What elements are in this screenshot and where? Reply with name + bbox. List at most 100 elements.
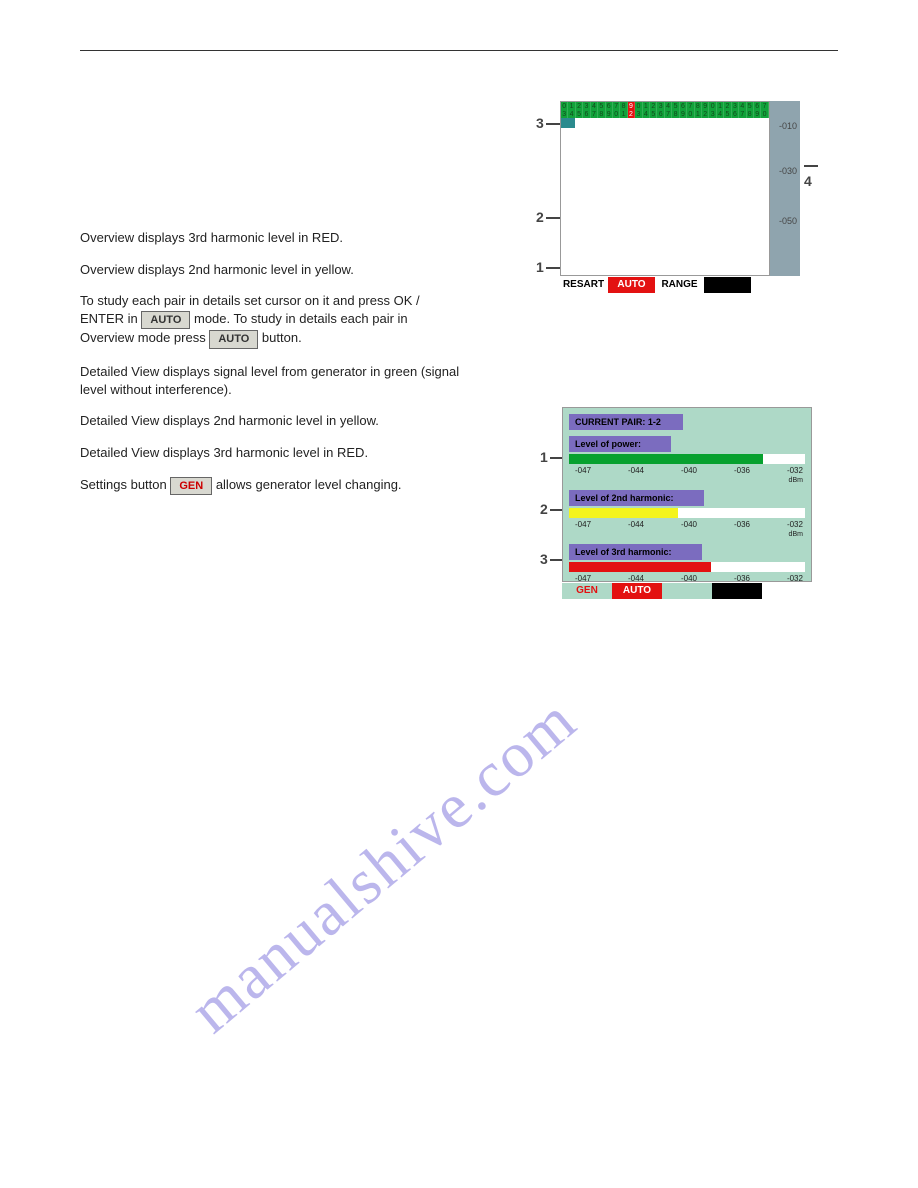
detail-bar-fill: [569, 454, 763, 464]
watermark-text: manualshive.com: [176, 683, 589, 1046]
topband-cell: 81: [620, 102, 627, 118]
scale-030: -030: [779, 166, 797, 176]
auto-button-label-2[interactable]: AUTO: [209, 330, 258, 349]
topband-cell: 03: [635, 102, 642, 118]
callout-1: 1: [536, 259, 560, 275]
scale-010: -010: [779, 121, 797, 131]
topband-cell: 81: [695, 102, 702, 118]
detail-row: Level of 2nd harmonic:-047-044-040-036-0…: [563, 484, 811, 538]
topband-cell: 58: [598, 102, 605, 118]
blank-button-5[interactable]: [762, 583, 812, 599]
tick: -040: [681, 466, 697, 484]
scale-050: -050: [779, 216, 797, 226]
callout-d1-text: 1: [540, 449, 548, 465]
tick: -047: [575, 520, 591, 538]
topband-cell: 47: [739, 102, 746, 118]
tick: -044: [628, 466, 644, 484]
topband-cell: 47: [591, 102, 598, 118]
callout-d2: 2: [540, 501, 564, 517]
blank-button-3[interactable]: [662, 583, 712, 599]
content: Overview displays 3rd harmonic level in …: [80, 79, 838, 495]
para-7: Settings button GEN allows generator lev…: [80, 476, 460, 496]
callout-3-text: 3: [536, 115, 544, 131]
topband-cell: 58: [747, 102, 754, 118]
callout-2-text: 2: [536, 209, 544, 225]
spacer: [80, 79, 460, 229]
top-rule: [80, 50, 838, 51]
callout-3: 3: [536, 115, 560, 131]
histogram-bars: [561, 118, 769, 275]
topband-cell: 92: [702, 102, 709, 118]
topband-cell: 92: [628, 102, 635, 118]
topband-cell: 69: [680, 102, 687, 118]
left-column: Overview displays 3rd harmonic level in …: [80, 79, 460, 495]
topband-cell: 03: [561, 102, 568, 118]
scale-column: -010 -030 -050: [770, 101, 800, 276]
detail-header-group: CURRENT PAIR: 1-2: [563, 408, 811, 430]
callout-4-text: 4: [804, 173, 812, 189]
para-2: Overview displays 2nd harmonic level in …: [80, 261, 460, 279]
topband-cell: 14: [643, 102, 650, 118]
detail-bar: [569, 508, 805, 518]
para-3c: button.: [262, 330, 302, 345]
auto-button-fig2[interactable]: AUTO: [612, 583, 662, 599]
topband-cell: 25: [650, 102, 657, 118]
para-5: Detailed View displays 2nd harmonic leve…: [80, 412, 460, 430]
detail-row-label: Level of 2nd harmonic:: [569, 490, 704, 506]
topband-cell: 36: [732, 102, 739, 118]
range-button[interactable]: RANGE: [656, 277, 704, 293]
topband-cell: 14: [568, 102, 575, 118]
detail-button-row: GEN AUTO: [562, 583, 812, 599]
para-4: Detailed View displays signal level from…: [80, 363, 460, 398]
tick: -044: [628, 520, 644, 538]
histogram-button-row: RESART AUTO RANGE: [560, 277, 800, 293]
callout-d3: 3: [540, 551, 564, 567]
gen-button-label[interactable]: GEN: [170, 477, 212, 496]
topband-cell: 70: [761, 102, 768, 118]
histogram-top-band: 0314253647586970819203142536475869708192…: [561, 102, 769, 118]
figure-overview-histogram: 3 2 1 4 03142536475869708192031425364758…: [540, 101, 810, 311]
page: Overview displays 3rd harmonic level in …: [0, 0, 918, 1188]
detail-ticks: -047-044-040-036-032dBm: [569, 466, 805, 484]
callout-2: 2: [536, 209, 560, 225]
topband-cell: 70: [613, 102, 620, 118]
detail-bar: [569, 562, 805, 572]
tick: -040: [681, 520, 697, 538]
topband-cell: 36: [657, 102, 664, 118]
blank-button-4[interactable]: [712, 583, 762, 599]
auto-button-fig1[interactable]: AUTO: [608, 277, 656, 293]
topband-cell: 69: [606, 102, 613, 118]
topband-cell: 25: [724, 102, 731, 118]
auto-button-label-1[interactable]: AUTO: [141, 311, 190, 330]
topband-cell: 47: [665, 102, 672, 118]
callout-d3-text: 3: [540, 551, 548, 567]
detail-row-label: Level of power:: [569, 436, 671, 452]
blank-button-2[interactable]: [752, 277, 800, 293]
topband-cell: 70: [687, 102, 694, 118]
detail-row: Level of power:-047-044-040-036-032dBm: [563, 430, 811, 484]
restart-button[interactable]: RESART: [560, 277, 608, 293]
detail-bar-fill: [569, 562, 711, 572]
detail-ticks: -047-044-040-036-032dBm: [569, 520, 805, 538]
tick: -036: [734, 466, 750, 484]
topband-cell: 14: [717, 102, 724, 118]
topband-cell: 03: [709, 102, 716, 118]
para-1: Overview displays 3rd harmonic level in …: [80, 229, 460, 247]
blank-button-1[interactable]: [704, 277, 752, 293]
callout-d2-text: 2: [540, 501, 548, 517]
detail-bar: [569, 454, 805, 464]
detail-panel: CURRENT PAIR: 1-2 Level of power: -047 -04…: [562, 407, 812, 582]
topband-cell: 69: [754, 102, 761, 118]
para-7b: allows generator level changing.: [216, 477, 402, 492]
topband-cell: 36: [583, 102, 590, 118]
histogram-chart: 0314253647586970819203142536475869708192…: [560, 101, 770, 276]
para-6: Detailed View displays 3rd harmonic leve…: [80, 444, 460, 462]
gen-button-fig2[interactable]: GEN: [562, 583, 612, 599]
tick: -032dBm: [787, 466, 803, 484]
figure-detailed-view: 1 2 3 CURRENT PAIR: 1-2 Level of power:-…: [540, 407, 820, 602]
detail-bar-fill: [569, 508, 678, 518]
callout-4: 4: [804, 157, 820, 189]
detail-row-label: Level of 3rd harmonic:: [569, 544, 702, 560]
para-3: To study each pair in details set cursor…: [80, 292, 460, 349]
callout-1-text: 1: [536, 259, 544, 275]
